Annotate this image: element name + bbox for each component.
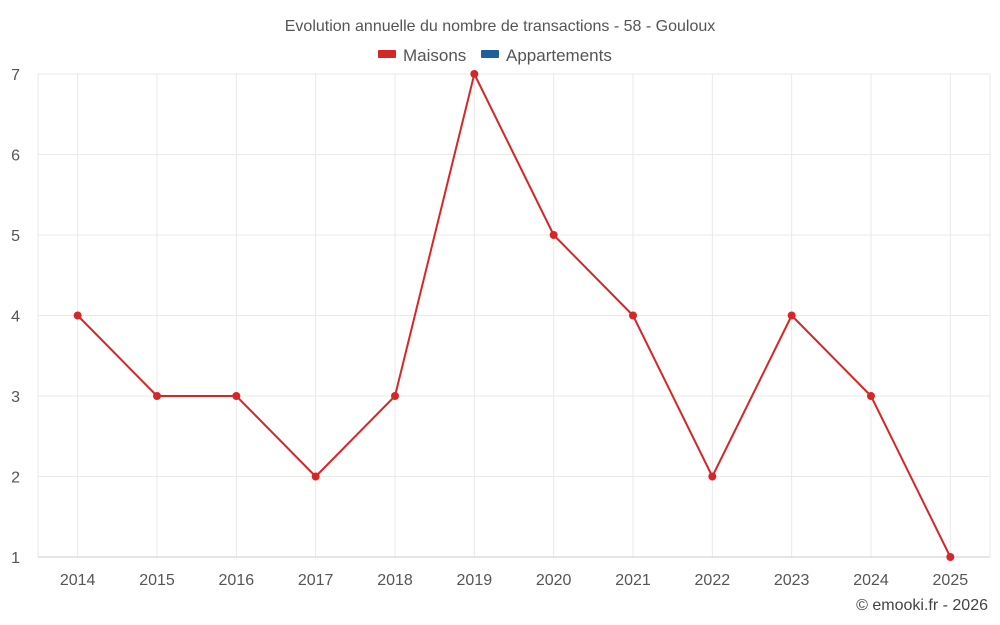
x-tick-label: 2022 xyxy=(695,572,731,589)
y-tick-label: 1 xyxy=(11,550,20,567)
y-tick-label: 4 xyxy=(11,309,20,326)
data-point[interactable] xyxy=(73,311,82,320)
x-tick-label: 2021 xyxy=(615,572,651,589)
x-tick-label: 2019 xyxy=(457,572,493,589)
x-tick-label: 2016 xyxy=(219,572,255,589)
data-point[interactable] xyxy=(708,472,717,481)
y-tick-label: 7 xyxy=(11,67,20,84)
data-point[interactable] xyxy=(629,311,637,320)
y-tick-label: 2 xyxy=(11,470,20,487)
data-point[interactable] xyxy=(946,553,955,561)
x-tick-label: 2024 xyxy=(853,572,889,589)
data-point[interactable] xyxy=(153,392,161,400)
grid xyxy=(37,73,991,558)
y-tick-label: 3 xyxy=(11,389,20,406)
data-point[interactable] xyxy=(232,392,241,400)
x-tick-label: 2023 xyxy=(774,572,810,589)
x-tick-label: 2014 xyxy=(60,572,96,589)
y-tick-label: 5 xyxy=(11,228,20,245)
x-tick-label: 2017 xyxy=(298,572,334,589)
x-tick-label: 2025 xyxy=(933,572,969,589)
data-point[interactable] xyxy=(787,311,796,320)
legend: Maisons Appartements xyxy=(378,46,612,65)
legend-label-maisons[interactable]: Maisons xyxy=(403,46,466,65)
x-tick-label: 2015 xyxy=(139,572,175,589)
data-point[interactable] xyxy=(470,70,479,78)
legend-swatch-maisons xyxy=(378,50,396,58)
data-point[interactable] xyxy=(311,472,320,481)
x-tick-label: 2018 xyxy=(377,572,413,589)
data-points xyxy=(73,70,955,561)
legend-swatch-appartements xyxy=(481,50,499,58)
data-point[interactable] xyxy=(867,392,875,400)
data-point[interactable] xyxy=(549,231,558,239)
data-point[interactable] xyxy=(391,392,399,400)
series-lines xyxy=(76,73,952,558)
chart-title: Evolution annuelle du nombre de transact… xyxy=(285,18,715,35)
y-axis-ticks: 1 2 3 4 5 6 7 xyxy=(11,67,20,567)
x-axis-ticks: 2014 2015 2016 2017 2018 2019 2020 2021 2022 2023… xyxy=(60,572,968,589)
footer-credit: © emooki.fr - 2026 xyxy=(856,597,988,614)
legend-label-appartements[interactable]: Appartements xyxy=(506,46,612,65)
series-line-maisons xyxy=(76,73,952,558)
x-tick-label: 2020 xyxy=(536,572,572,589)
y-tick-label: 6 xyxy=(11,148,20,165)
